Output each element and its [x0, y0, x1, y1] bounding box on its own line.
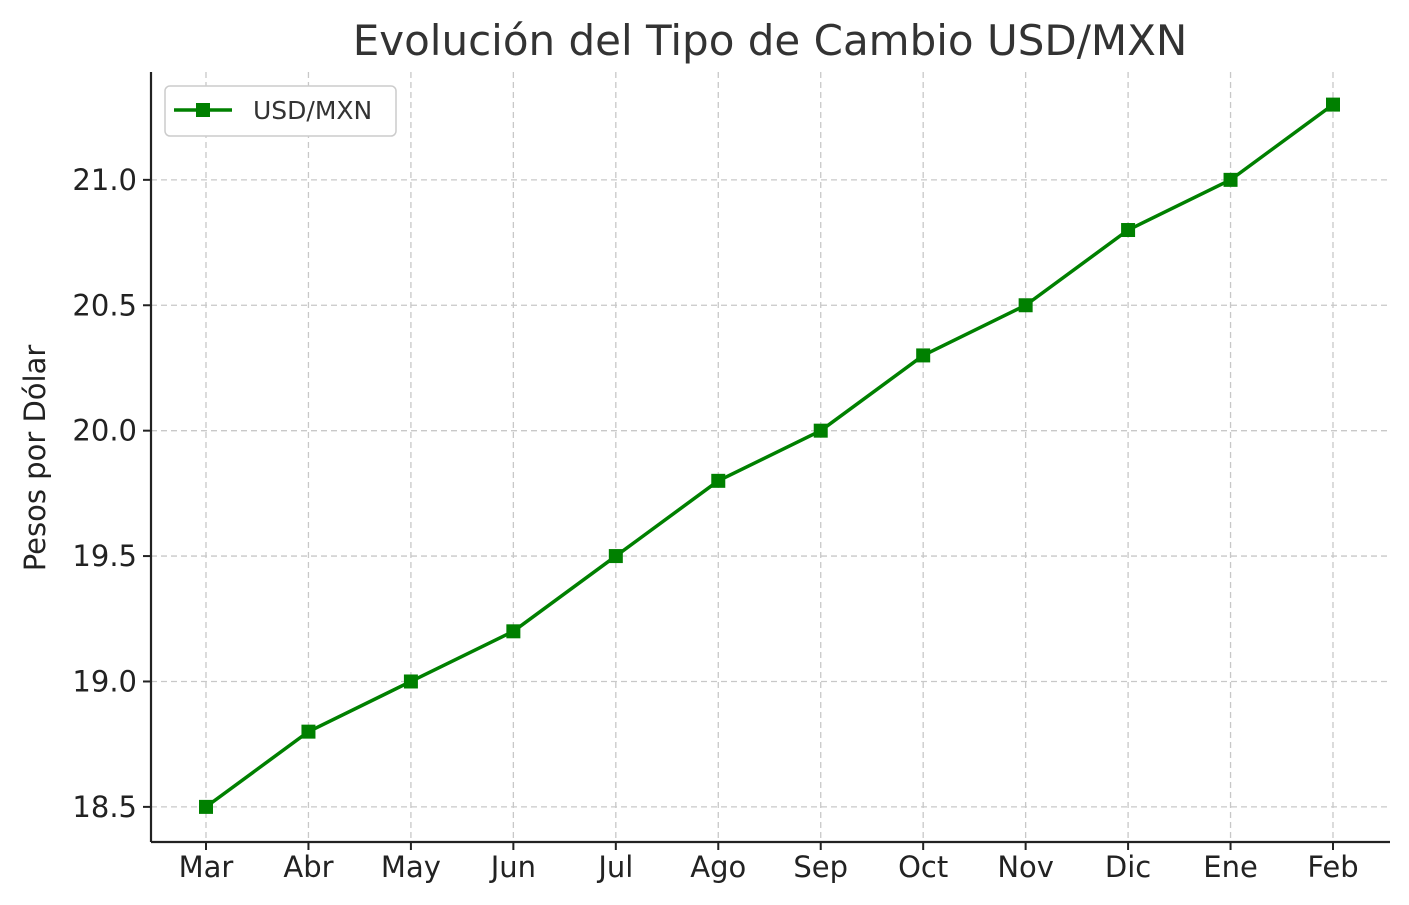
x-tick-label: Jul [596, 850, 633, 884]
data-point [403, 674, 418, 689]
y-tick-label: 19.0 [72, 664, 137, 698]
legend-box [164, 85, 397, 137]
legend-marker-swatch [196, 103, 210, 117]
x-tick-label: Feb [1307, 850, 1358, 884]
y-axis-label: Pesos por Dólar [18, 345, 52, 572]
x-tick-label: Dic [1105, 850, 1151, 884]
x-tick-label: Abr [283, 850, 333, 884]
y-tick-label: 21.0 [72, 163, 137, 197]
axes [149, 72, 1390, 844]
data-point [301, 724, 316, 739]
data-point [608, 549, 623, 564]
x-tick-label: May [381, 850, 441, 884]
chart-title: Evolución del Tipo de Cambio USD/MXN [353, 16, 1188, 65]
data-point [711, 473, 726, 488]
data-point [506, 624, 521, 639]
y-tick-label: 20.5 [72, 288, 137, 322]
x-tick-label: Ago [690, 850, 746, 884]
series-layer [199, 97, 1340, 814]
series-line [204, 103, 1335, 809]
data-point [916, 348, 931, 363]
grid [151, 72, 1390, 842]
data-point [1018, 298, 1033, 313]
legend-label: USD/MXN [253, 96, 372, 125]
data-point [199, 799, 213, 814]
x-tick-label: Oct [898, 850, 948, 884]
y-tick-label: 19.5 [72, 539, 137, 573]
legend: USD/MXN [164, 85, 397, 137]
data-point [1121, 223, 1136, 238]
data-point [1326, 97, 1340, 112]
tick-labels: Mar Abr May Jun Jul Ago Sep Oct Nov Dic Ene Feb 18.5… [72, 163, 1358, 884]
x-tick-label: Mar [179, 850, 234, 884]
y-tick-label: 18.5 [72, 790, 137, 824]
y-tick-label: 20.0 [72, 414, 137, 448]
x-tick-label: Sep [793, 850, 848, 884]
x-tick-label: Ene [1203, 850, 1258, 884]
x-tick-label: Nov [997, 850, 1054, 884]
data-point [813, 423, 828, 438]
x-tick-label: Jun [489, 850, 536, 884]
data-point [1223, 172, 1238, 187]
